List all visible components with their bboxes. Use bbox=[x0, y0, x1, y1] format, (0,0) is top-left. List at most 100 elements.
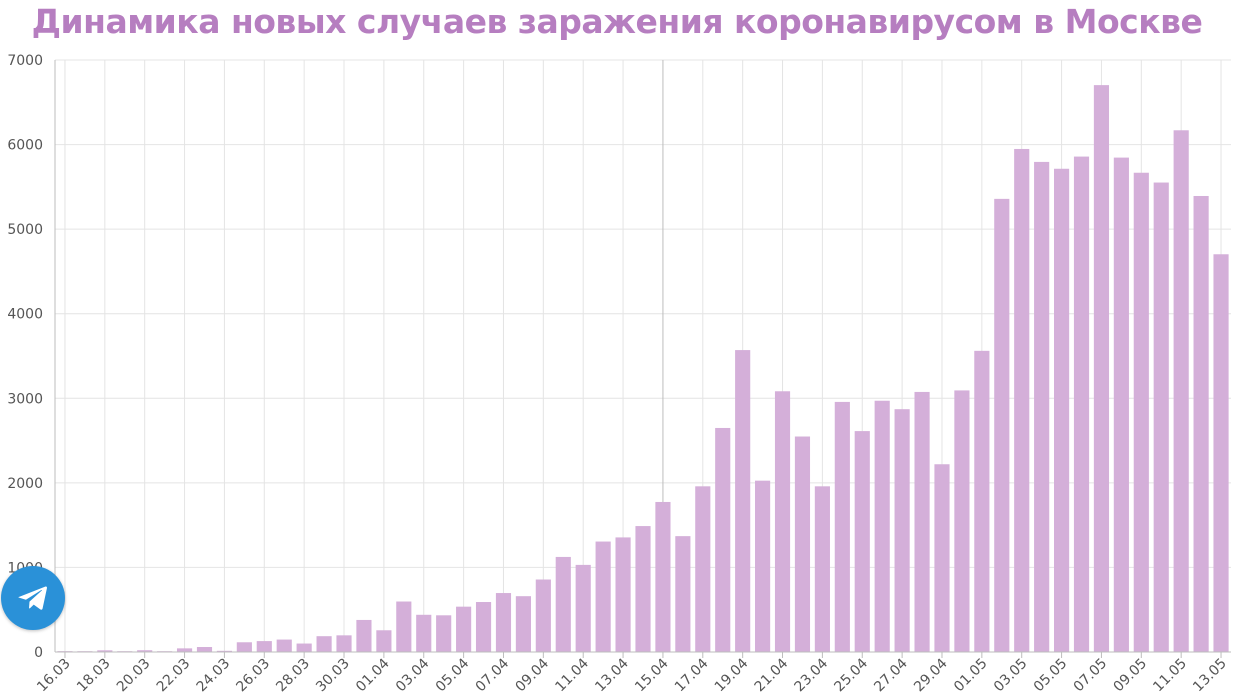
bar-18.04[interactable] bbox=[715, 427, 731, 652]
x-tick-label: 28.03 bbox=[273, 656, 313, 696]
bar-09.05[interactable] bbox=[1133, 172, 1149, 653]
bar-28.04[interactable] bbox=[914, 391, 930, 652]
y-tick-label: 3000 bbox=[7, 391, 43, 407]
axes bbox=[54, 60, 1231, 658]
y-tick-label: 0 bbox=[34, 645, 43, 661]
bar-16.04[interactable] bbox=[675, 536, 691, 652]
x-tick-label: 29.04 bbox=[911, 655, 951, 695]
bar-01.05[interactable] bbox=[974, 350, 990, 652]
bar-26.04[interactable] bbox=[874, 400, 890, 652]
bar-08.05[interactable] bbox=[1113, 157, 1129, 652]
bar-27.03[interactable] bbox=[276, 639, 292, 652]
x-tick-label: 23.04 bbox=[792, 655, 832, 695]
bar-25.03[interactable] bbox=[236, 642, 252, 652]
bar-03.05[interactable] bbox=[1014, 148, 1030, 652]
bar-23.03[interactable] bbox=[196, 647, 213, 652]
bar-25.04[interactable] bbox=[854, 431, 870, 652]
bar-30.03[interactable] bbox=[336, 635, 352, 652]
bar-10.04[interactable] bbox=[555, 556, 571, 652]
x-tick-label: 01.05 bbox=[951, 656, 991, 696]
x-tick-label: 11.04 bbox=[552, 655, 592, 695]
bars bbox=[57, 85, 1229, 653]
bar-21.04[interactable] bbox=[774, 391, 791, 652]
x-tick-labels: 16.03 18.03 20.03 22.03 24.03 26.03 28.03 30.03… bbox=[34, 655, 1230, 695]
x-tick-label: 13.05 bbox=[1190, 656, 1230, 696]
bar-22.03[interactable] bbox=[176, 648, 193, 652]
bar-14.04[interactable] bbox=[635, 526, 651, 652]
bar-06.05[interactable] bbox=[1073, 156, 1090, 652]
bar-27.04[interactable] bbox=[894, 409, 910, 652]
x-tick-label: 11.05 bbox=[1150, 656, 1190, 696]
telegram-icon bbox=[18, 586, 47, 610]
bar-04.04[interactable] bbox=[436, 615, 452, 652]
bar-18.03[interactable] bbox=[97, 650, 113, 652]
x-tick-label: 13.04 bbox=[592, 655, 632, 695]
x-tick-label: 22.03 bbox=[154, 656, 194, 696]
x-tick-label: 03.05 bbox=[991, 656, 1031, 696]
telegram-share-button[interactable] bbox=[1, 566, 65, 630]
bar-01.04[interactable] bbox=[376, 630, 392, 652]
chart-title: Динамика новых случаев заражения коронав… bbox=[31, 2, 1203, 41]
bar-11.04[interactable] bbox=[575, 564, 591, 652]
bar-02.04[interactable] bbox=[396, 601, 412, 652]
bar-20.03[interactable] bbox=[137, 650, 153, 652]
x-tick-label: 01.04 bbox=[353, 655, 393, 695]
x-tick-label: 24.03 bbox=[194, 656, 234, 696]
x-tick-label: 07.05 bbox=[1071, 656, 1111, 696]
y-tick-label: 6000 bbox=[7, 138, 43, 154]
x-tick-label: 30.03 bbox=[313, 656, 353, 696]
bar-15.04[interactable] bbox=[655, 501, 671, 652]
x-tick-label: 18.03 bbox=[74, 656, 114, 696]
bar-06.04[interactable] bbox=[475, 602, 492, 652]
bar-20.04[interactable] bbox=[755, 480, 771, 652]
x-tick-label: 15.04 bbox=[632, 655, 672, 695]
y-tick-label: 7000 bbox=[7, 53, 43, 69]
bar-12.05[interactable] bbox=[1193, 195, 1209, 653]
x-tick-label: 09.04 bbox=[513, 655, 553, 695]
bar-13.04[interactable] bbox=[615, 537, 631, 652]
x-tick-label: 09.05 bbox=[1110, 656, 1150, 696]
bar-07.04[interactable] bbox=[495, 593, 512, 652]
bar-29.04[interactable] bbox=[934, 464, 950, 652]
x-tick-label: 03.04 bbox=[393, 655, 433, 695]
x-tick-label: 17.04 bbox=[672, 655, 712, 695]
x-tick-label: 07.04 bbox=[473, 655, 513, 695]
bar-28.03[interactable] bbox=[296, 643, 312, 652]
bar-02.05[interactable] bbox=[994, 198, 1010, 652]
bar-26.03[interactable] bbox=[256, 641, 272, 652]
bar-09.04[interactable] bbox=[535, 579, 551, 652]
y-tick-label: 4000 bbox=[7, 307, 43, 323]
bar-24.04[interactable] bbox=[834, 401, 850, 652]
bar-05.04[interactable] bbox=[456, 606, 472, 652]
bar-05.05[interactable] bbox=[1054, 168, 1070, 652]
bar-29.03[interactable] bbox=[316, 636, 332, 652]
bar-10.05[interactable] bbox=[1153, 182, 1169, 653]
x-tick-label: 05.05 bbox=[1031, 656, 1071, 696]
x-tick-label: 16.03 bbox=[34, 656, 74, 696]
bar-31.03[interactable] bbox=[356, 619, 372, 652]
bar-12.04[interactable] bbox=[595, 541, 611, 652]
bar-04.05[interactable] bbox=[1034, 161, 1050, 652]
bar-30.04[interactable] bbox=[954, 390, 970, 652]
x-tick-label: 21.04 bbox=[752, 655, 792, 695]
bar-11.05[interactable] bbox=[1173, 130, 1189, 652]
bar-24.03[interactable] bbox=[216, 650, 232, 652]
x-tick-label: 20.03 bbox=[114, 656, 154, 696]
bar-07.05[interactable] bbox=[1093, 85, 1110, 653]
x-tick-label: 26.03 bbox=[233, 656, 273, 696]
bar-13.05[interactable] bbox=[1213, 254, 1229, 652]
bar-17.04[interactable] bbox=[695, 486, 711, 652]
x-tick-label: 27.04 bbox=[871, 655, 911, 695]
y-tick-label: 5000 bbox=[7, 222, 43, 238]
bar-19.04[interactable] bbox=[735, 350, 751, 652]
y-tick-label: 2000 bbox=[7, 476, 43, 492]
x-tick-label: 05.04 bbox=[433, 655, 473, 695]
bar-23.04[interactable] bbox=[814, 486, 830, 652]
y-tick-labels: 01000200030004000500060007000 bbox=[7, 53, 43, 661]
bar-03.04[interactable] bbox=[416, 614, 432, 652]
x-tick-label: 19.04 bbox=[712, 655, 752, 695]
bar-08.04[interactable] bbox=[515, 596, 531, 652]
bar-22.04[interactable] bbox=[794, 436, 811, 652]
x-tick-label: 25.04 bbox=[831, 655, 871, 695]
